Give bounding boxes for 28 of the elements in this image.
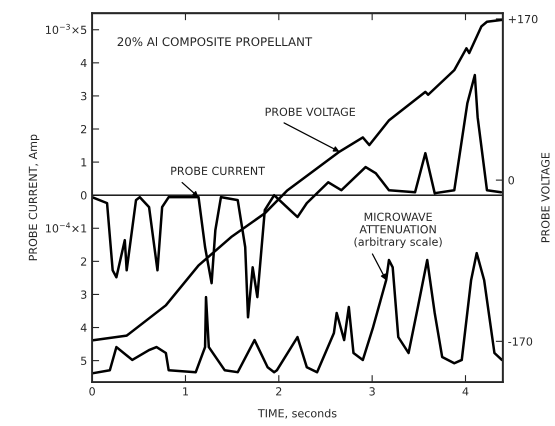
y-tick-label: 2 bbox=[81, 257, 86, 266]
x-tick-label: 2 bbox=[276, 387, 282, 396]
line-series bbox=[92, 18, 503, 342]
y-axis-title: PROBE CURRENT, Amp bbox=[28, 134, 40, 260]
y-tick-label: 5 bbox=[81, 356, 86, 365]
y-tick-label: 2 bbox=[81, 124, 86, 134]
y-tick-label: 1 bbox=[81, 158, 86, 166]
y2-axis-title: PROBE VOLTAGE bbox=[541, 152, 550, 242]
x-tick-label: 4 bbox=[462, 387, 468, 396]
y2-tick-label: +170 bbox=[508, 14, 538, 24]
y2-tick-label: -170 bbox=[508, 337, 532, 346]
y-tick-label: 0 bbox=[80, 191, 87, 200]
x-tick-label: 0 bbox=[89, 387, 95, 396]
series-label: PROBE CURRENT bbox=[171, 166, 265, 176]
line-series bbox=[92, 252, 503, 374]
y2-tick-label: 0 bbox=[508, 176, 514, 184]
x-tick-label: 3 bbox=[369, 387, 375, 396]
y-tick-label: 3 bbox=[81, 92, 86, 100]
text: 20% Al COMPOSITE PROPELLANT bbox=[118, 37, 312, 46]
y-tick-label: 10$^{−4}$×1 bbox=[46, 222, 86, 233]
y-tick-label: 4 bbox=[80, 324, 87, 332]
y-tick-label: 10$^{−3}$×5 bbox=[46, 24, 86, 34]
text: PROBE VOLTAGE bbox=[266, 108, 356, 116]
y-tick-label: 3 bbox=[81, 290, 86, 299]
x-tick-label: 1 bbox=[183, 387, 188, 396]
x-axis-title: TIME, seconds bbox=[258, 408, 337, 419]
y-tick-label: 4 bbox=[80, 58, 87, 68]
series-label: MICROWAVE ATTENUATION (arbitrary scale) bbox=[354, 212, 442, 248]
